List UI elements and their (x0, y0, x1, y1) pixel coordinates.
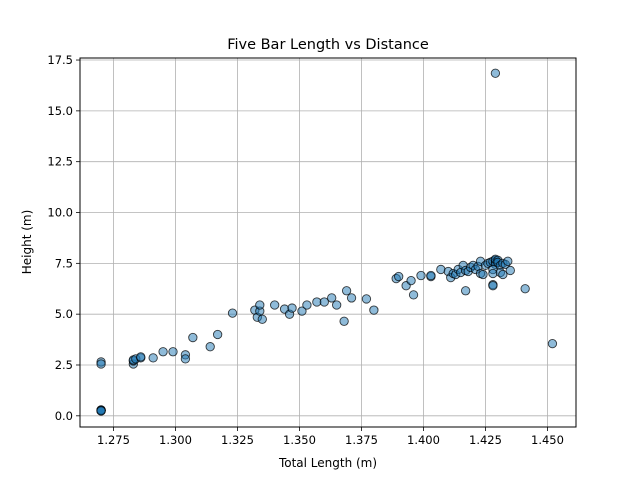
scatter-point (297, 306, 307, 316)
scatter-point (339, 316, 349, 326)
x-tick-label: 1.300 (159, 433, 192, 447)
scatter-point (460, 286, 471, 296)
scatter-point (205, 342, 215, 352)
scatter-point (212, 329, 223, 340)
y-tick-label: 7.5 (55, 256, 73, 270)
scatter-point (227, 308, 238, 318)
scatter-point (136, 352, 146, 362)
data-points (96, 68, 558, 416)
x-axis-label: Total Length (m) (278, 456, 377, 470)
scatter-point (478, 269, 488, 280)
scatter-point (255, 300, 265, 310)
y-tick-label: 0.0 (55, 409, 73, 423)
scatter-point (96, 406, 106, 416)
scatter-point (302, 300, 312, 310)
scatter-point (188, 332, 198, 343)
scatter-point (168, 347, 178, 357)
chart-title: Five Bar Length vs Distance (227, 37, 429, 53)
x-tick-label: 1.375 (345, 433, 378, 447)
scatter-point (361, 294, 372, 304)
x-tick-label: 1.450 (531, 433, 564, 447)
scatter-point (547, 338, 558, 349)
y-axis-label: Height (m) (20, 210, 34, 275)
scatter-point (319, 297, 329, 307)
scatter-point (503, 256, 513, 266)
y-tick-label: 17.5 (47, 53, 73, 67)
scatter-point (408, 290, 419, 300)
scatter-point (488, 281, 498, 291)
scatter-point (394, 271, 404, 282)
scatter-point (346, 293, 357, 303)
scatter-point (498, 269, 508, 280)
scatter-point (426, 270, 436, 281)
y-tick-label: 2.5 (55, 358, 73, 372)
scatter-point (406, 275, 416, 286)
scatter-point (369, 305, 379, 315)
scatter-point (327, 293, 337, 303)
grid-lines (80, 58, 576, 427)
scatter-point (158, 347, 168, 357)
y-tick-label: 15.0 (47, 104, 73, 118)
axis-ticks: 1.275 1.300 1.325 1.350 1.375 1.400 1.425 1.450… (47, 53, 564, 447)
y-tick-label: 12.5 (47, 155, 73, 169)
scatter-point (257, 314, 267, 324)
x-tick-label: 1.325 (221, 433, 254, 447)
scatter-point (287, 303, 297, 313)
y-tick-label: 5.0 (55, 307, 73, 321)
x-tick-label: 1.275 (97, 433, 130, 447)
scatter-point (341, 286, 352, 296)
x-tick-label: 1.400 (407, 433, 440, 447)
scatter-point (332, 300, 342, 310)
scatter-point (180, 354, 191, 364)
x-tick-label: 1.425 (469, 433, 502, 447)
x-tick-label: 1.350 (283, 433, 316, 447)
scatter-point (96, 359, 106, 369)
scatter-point (505, 265, 515, 276)
scatter-point (490, 68, 501, 78)
scatter-point (416, 270, 426, 281)
plot-area-frame (79, 57, 577, 428)
y-tick-label: 10.0 (47, 206, 73, 220)
scatter-point (270, 300, 280, 310)
scatter-point (520, 284, 530, 294)
scatter-point (148, 353, 158, 363)
